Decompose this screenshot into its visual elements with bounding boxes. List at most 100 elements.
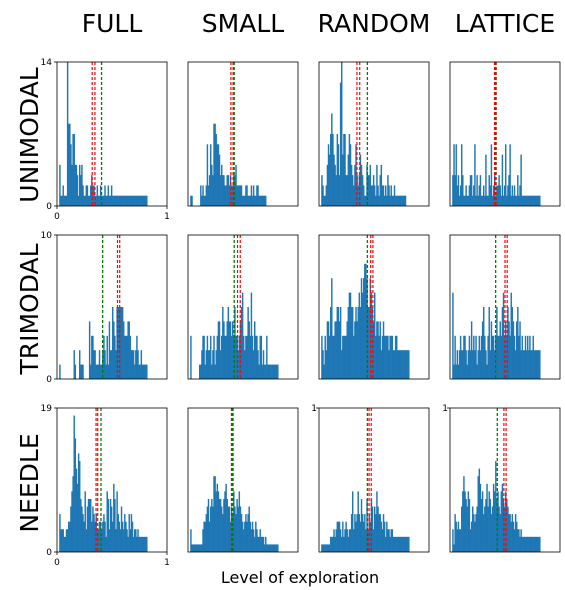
histogram-bar xyxy=(458,350,461,379)
histogram-bar xyxy=(524,335,527,379)
histogram-bar xyxy=(112,195,114,206)
y-tick-label: 0 xyxy=(46,202,52,212)
axes-frame xyxy=(187,407,299,553)
histogram-bar xyxy=(121,307,124,379)
histogram-bar xyxy=(480,195,483,206)
histogram-bar xyxy=(457,364,460,379)
histogram-bar xyxy=(107,498,110,552)
panel-needle-small xyxy=(187,407,299,553)
histogram-bar xyxy=(464,195,466,206)
histogram-bar xyxy=(255,335,257,379)
histogram-bar xyxy=(347,536,350,552)
histogram-bar xyxy=(386,195,388,206)
histogram-bar xyxy=(352,307,354,379)
histogram-bar xyxy=(83,195,85,206)
histogram-bar xyxy=(358,514,361,552)
histogram-bar xyxy=(337,144,340,206)
histogram-bar xyxy=(241,195,244,206)
histogram-bar xyxy=(241,521,244,552)
histogram-bar xyxy=(516,195,518,206)
histogram-bar xyxy=(494,175,496,206)
histogram-bar xyxy=(244,195,246,206)
histogram-bar xyxy=(99,364,102,379)
histogram-bar xyxy=(454,175,456,206)
histogram-bar xyxy=(273,364,276,379)
histogram-bar xyxy=(520,529,522,552)
histogram-bar xyxy=(321,544,323,552)
histogram-bar xyxy=(403,536,406,552)
histogram-bar xyxy=(90,364,92,379)
histogram-bar xyxy=(81,164,83,206)
histogram-bar xyxy=(505,321,507,379)
histogram-bar xyxy=(496,185,498,206)
histogram-bar xyxy=(240,514,243,552)
histogram-bar xyxy=(398,195,400,206)
histogram-bar xyxy=(99,185,102,206)
histogram-bar xyxy=(62,185,64,206)
histogram-bar xyxy=(503,185,506,206)
histogram-bar xyxy=(488,491,490,552)
histogram-bar xyxy=(328,154,331,206)
histogram-bar xyxy=(59,514,61,552)
histogram-bar xyxy=(341,62,343,206)
histogram-bar xyxy=(518,335,520,379)
histogram-bar xyxy=(83,521,85,552)
histogram-bar xyxy=(350,164,353,206)
histogram-bar xyxy=(485,350,487,379)
histogram-bar xyxy=(529,195,531,206)
histogram-bar xyxy=(249,335,252,379)
histogram-bar xyxy=(221,335,223,379)
histogram-bar xyxy=(528,536,530,552)
histogram-bar xyxy=(472,506,474,552)
histogram-bar xyxy=(346,321,348,379)
histogram-bar xyxy=(106,491,108,552)
histogram-bar xyxy=(321,175,323,206)
histogram-bar xyxy=(345,335,347,379)
histogram-bar xyxy=(66,62,69,206)
histogram-bar xyxy=(323,195,325,206)
histogram-bar xyxy=(366,278,368,379)
histogram-bar xyxy=(508,321,510,379)
histogram-bar xyxy=(207,350,210,379)
histogram-bar xyxy=(88,321,91,379)
histogram-bar xyxy=(367,307,369,379)
histogram-bar xyxy=(239,185,242,206)
histogram-bar xyxy=(359,307,362,379)
histogram-bar xyxy=(251,195,254,206)
histogram-bar xyxy=(99,521,102,552)
panel-needle-full: 0 19 0 1 xyxy=(41,404,170,568)
histogram-bar xyxy=(337,307,340,379)
histogram-bar xyxy=(71,164,73,206)
histogram-bar xyxy=(326,321,329,379)
histogram-bar xyxy=(356,514,358,552)
histogram-bar xyxy=(118,521,121,552)
histogram-bar xyxy=(521,195,523,206)
histogram-bar xyxy=(486,364,488,379)
histogram-bar xyxy=(145,536,147,552)
panel-trimodal-lattice xyxy=(449,234,561,380)
histogram-bar xyxy=(261,195,264,206)
histogram-bar xyxy=(65,529,68,552)
histogram-bar xyxy=(470,175,473,206)
histogram-bar xyxy=(135,350,137,379)
histogram-bar xyxy=(197,544,200,552)
histogram-bar xyxy=(97,364,100,379)
histogram-bar xyxy=(123,321,125,379)
histogram-bar xyxy=(505,144,507,206)
histogram-bar xyxy=(378,195,380,206)
histogram-bar xyxy=(486,195,488,206)
histogram-bar xyxy=(202,529,204,552)
histogram-bar xyxy=(349,292,352,379)
histogram-bar xyxy=(457,175,460,206)
histogram-bar xyxy=(233,491,235,552)
histogram-bar xyxy=(219,498,222,552)
histogram-bar xyxy=(141,195,144,206)
histogram-bar xyxy=(228,321,231,379)
histogram-bar xyxy=(480,498,483,552)
histogram-bar xyxy=(517,529,519,552)
histogram-bar xyxy=(331,113,333,206)
histogram-bar xyxy=(375,335,377,379)
histogram-bar xyxy=(506,195,508,206)
histogram-bar xyxy=(510,195,512,206)
histogram-bar xyxy=(536,195,539,206)
